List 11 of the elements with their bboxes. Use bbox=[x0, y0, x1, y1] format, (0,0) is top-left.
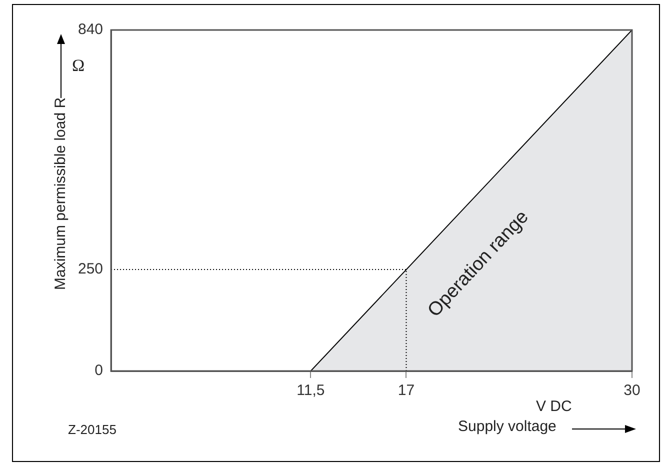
text: Z-20155 bbox=[68, 422, 116, 437]
y-tick-label: 0 bbox=[94, 362, 104, 380]
text: Ω bbox=[72, 56, 85, 76]
x-tick-label: 11,5 bbox=[296, 382, 325, 400]
text: V DC bbox=[536, 398, 572, 415]
y-tick-label: 840 bbox=[78, 21, 104, 38]
x-tick-label: 17 bbox=[398, 382, 415, 400]
x-tick-label: 30 bbox=[624, 382, 640, 400]
y-axis-title: Maximum permissible load R bbox=[52, 97, 69, 290]
x-axis-title: Supply voltage bbox=[458, 418, 556, 435]
y-tick-label: 250 bbox=[78, 260, 104, 278]
